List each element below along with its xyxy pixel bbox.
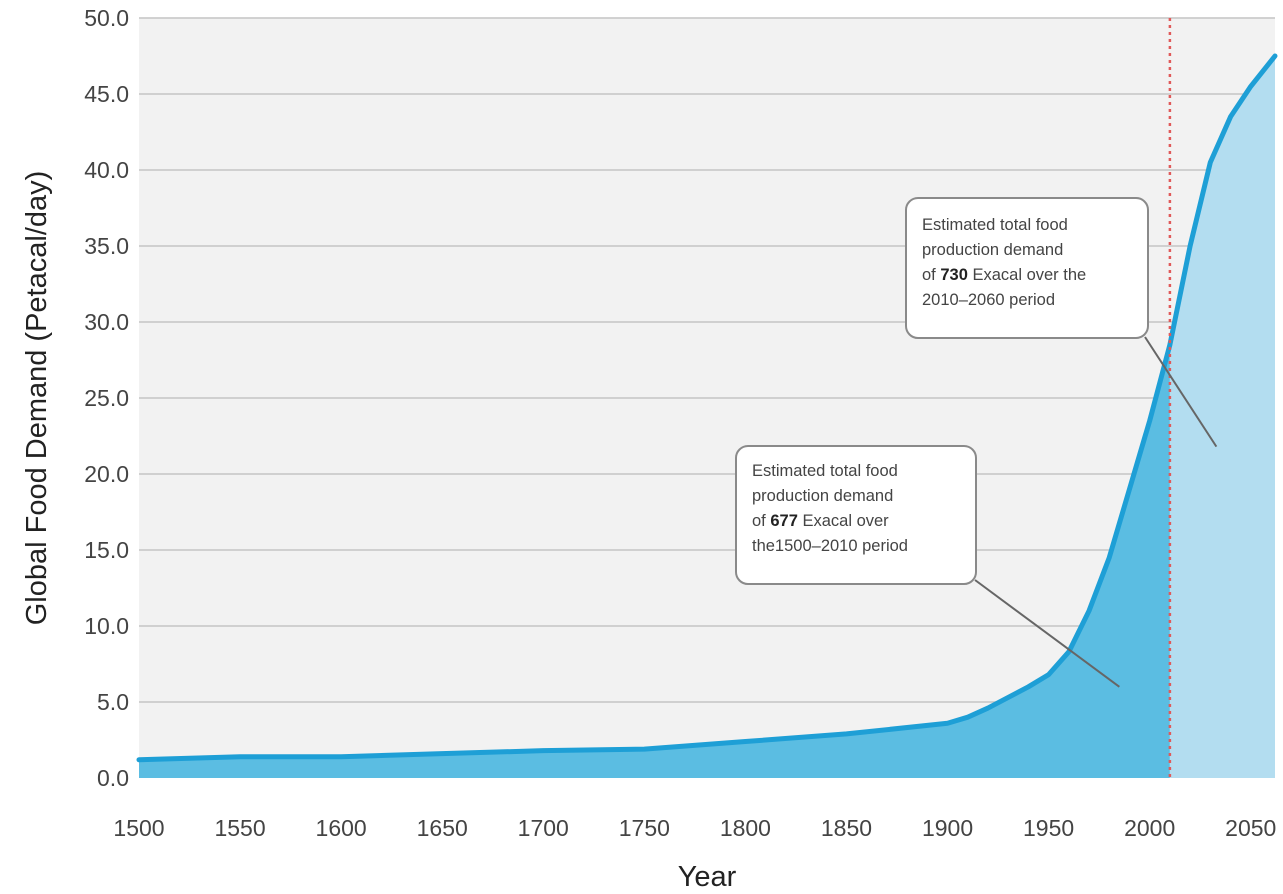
y-axis-ticks: 0.0 5.0 10.0 15.0 20.0 25.0 30.0 35.0 40.0 45.0 50… [84, 5, 129, 791]
annotation-text: the1500–2010 period [752, 537, 908, 555]
y-axis-title: Global Food Demand (Petacal/day) [21, 171, 53, 626]
y-tick-label: 0.0 [97, 765, 129, 791]
x-tick-label: 1550 [214, 815, 265, 841]
annotation-value: 677 [770, 512, 798, 530]
y-tick-label: 5.0 [97, 689, 129, 715]
x-axis-title: Year [678, 861, 737, 893]
annotation-text: production demand [922, 241, 1063, 259]
y-tick-label: 50.0 [84, 5, 129, 31]
x-tick-label: 1950 [1023, 815, 1074, 841]
annotation-text: Exacal over the [968, 266, 1086, 284]
annotation-text: Estimated total food [752, 462, 898, 480]
y-tick-label: 10.0 [84, 613, 129, 639]
x-tick-label: 1500 [113, 815, 164, 841]
annotation-value: 730 [940, 266, 968, 284]
annotation-text: of [752, 512, 770, 530]
annotation-line: the1500–2010 period [752, 537, 908, 555]
annotation-1: Estimated total food production demand of … [735, 445, 1120, 688]
y-tick-label: 40.0 [84, 157, 129, 183]
annotation-box [735, 445, 977, 585]
historical-area [139, 344, 1170, 778]
area-fills [139, 56, 1275, 778]
projected-area [1169, 56, 1275, 778]
series-line-group [136, 53, 1278, 763]
annotation-line: production demand [752, 487, 893, 505]
x-tick-label: 1650 [417, 815, 468, 841]
annotation-2: Estimated total food production demand of … [905, 197, 1218, 448]
annotation-pointer [974, 579, 1120, 688]
x-tick-label: 1700 [518, 815, 569, 841]
annotation-line: of 730 Exacal over the [922, 266, 1086, 284]
x-tick-label: 2050 [1225, 815, 1276, 841]
annotation-line: Estimated total food [752, 462, 898, 480]
y-tick-label: 35.0 [84, 233, 129, 259]
x-axis-ticks: 1500 1550 1600 1650 1700 1750 1800 1850 1900 1950… [113, 815, 1276, 841]
annotation-line: Estimated total food [922, 216, 1068, 234]
y-tick-label: 30.0 [84, 309, 129, 335]
y-tick-label: 45.0 [84, 81, 129, 107]
annotation-text: Exacal over [798, 512, 889, 530]
y-tick-label: 20.0 [84, 461, 129, 487]
x-tick-label: 1900 [922, 815, 973, 841]
annotation-line: 2010–2060 period [922, 291, 1055, 309]
annotation-pointer [1144, 336, 1218, 448]
annotation-line: production demand [922, 241, 1063, 259]
annotation-line: of 677 Exacal over [752, 512, 889, 530]
x-tick-label: 1850 [821, 815, 872, 841]
x-tick-label: 1750 [619, 815, 670, 841]
annotation-text: production demand [752, 487, 893, 505]
annotation-text: 2010–2060 period [922, 291, 1055, 309]
annotation-box [905, 197, 1149, 339]
y-tick-label: 25.0 [84, 385, 129, 411]
x-tick-label: 2000 [1124, 815, 1175, 841]
y-tick-label: 15.0 [84, 537, 129, 563]
series-line [136, 53, 1278, 763]
annotation-text: Estimated total food [922, 216, 1068, 234]
annotation-group: Estimated total food production demand of … [735, 197, 1218, 688]
x-tick-label: 1800 [720, 815, 771, 841]
x-tick-label: 1600 [316, 815, 367, 841]
annotation-text: of [922, 266, 940, 284]
